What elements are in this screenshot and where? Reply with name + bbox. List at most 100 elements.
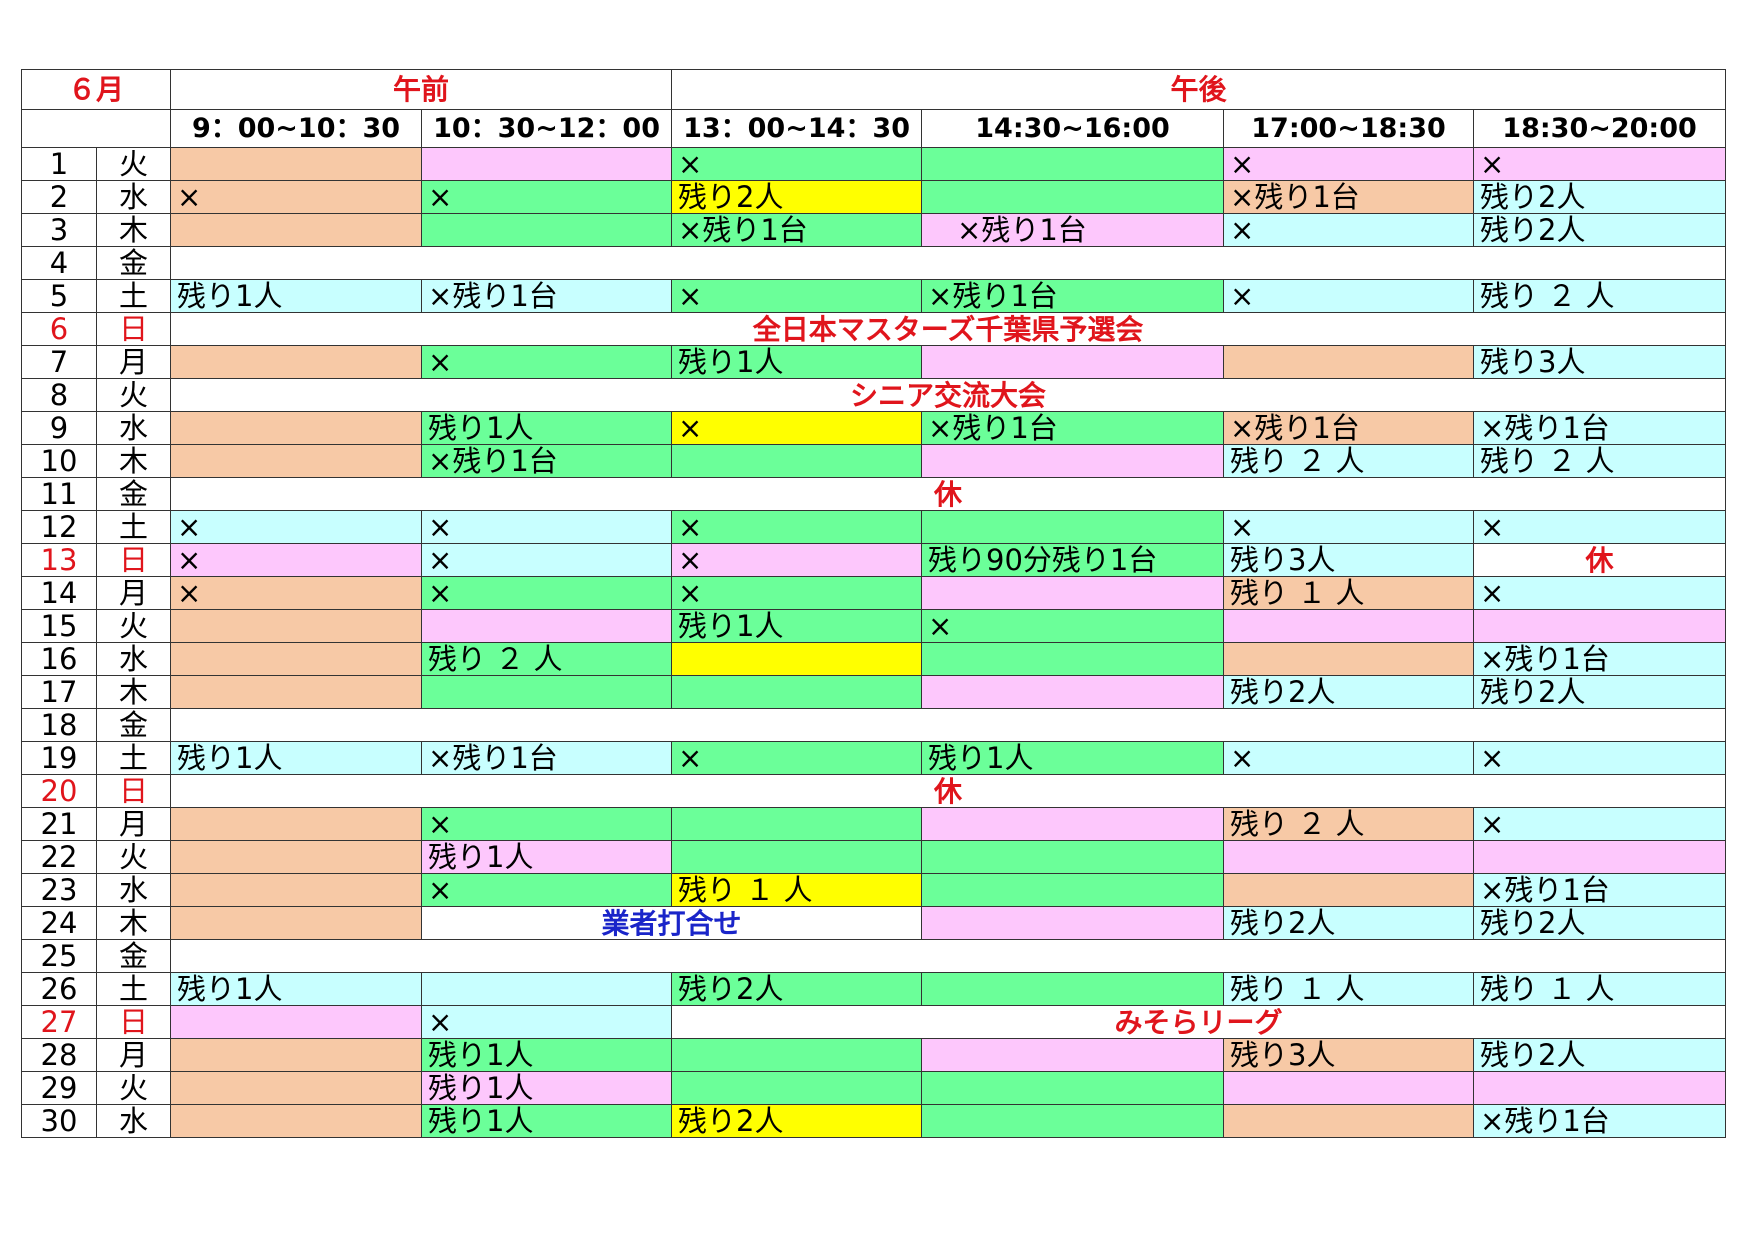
slot-cell: 残り3人 [1473, 345, 1727, 379]
slot-cell: × [170, 576, 423, 610]
slot-cell: × [421, 510, 673, 544]
day-of-week: 金 [95, 708, 172, 742]
slot-cell: 残り2人 [1473, 906, 1727, 940]
slot-cell: × [1473, 741, 1727, 775]
slot-cell [170, 1038, 423, 1072]
day-number: 6 [21, 312, 97, 346]
schedule-row: 6 日全日本マスターズ千葉県予選会 [21, 312, 1727, 346]
slot-cell: ×残り1台 [421, 741, 673, 775]
slot-cell: × [1223, 147, 1475, 181]
slot-cell: ×残り1台 [921, 213, 1225, 247]
slot-cell: 残り1人 [421, 1104, 673, 1138]
event-cell [170, 246, 1727, 280]
slot-cell: ×残り1台 [921, 279, 1225, 313]
slot-cell [1473, 1071, 1727, 1105]
slot-cell: 残り90分残り1台 [921, 543, 1225, 577]
slot-cell: ×残り1台 [671, 213, 923, 247]
slot-cell: × [421, 576, 673, 610]
slot-cell: 残り2人 [1473, 1038, 1727, 1072]
slot-cell [921, 807, 1225, 841]
event-cell: 業者打合せ [421, 906, 923, 940]
day-of-week: 火 [95, 378, 172, 412]
slot-cell: × [170, 180, 423, 214]
slot-cell [170, 147, 423, 181]
day-number: 30 [21, 1104, 97, 1138]
day-number: 14 [21, 576, 97, 610]
day-of-week: 木 [95, 444, 172, 478]
day-of-week: 水 [95, 642, 172, 676]
slot-cell: ×残り1台 [1473, 873, 1727, 907]
slot-cell [671, 675, 923, 709]
day-number: 26 [21, 972, 97, 1006]
schedule-row: 3 木 ×残り1台 ×残り1台 × 残り2人 [21, 213, 1727, 247]
schedule-row: 8 火シニア交流大会 [21, 378, 1727, 412]
header-row-periods: ６月 午前 午後 [20, 69, 1727, 110]
slot-cell: 残り1人 [170, 741, 423, 775]
schedule-row: 19 土残り1人 ×残り1台 × 残り1人 × × [21, 741, 1727, 775]
time-slot-header: 10：30~12：00 [421, 109, 673, 148]
day-of-week: 日 [95, 543, 172, 577]
slot-cell: 残り2人 [671, 180, 923, 214]
slot-cell: × [1473, 576, 1727, 610]
day-number: 25 [21, 939, 97, 973]
slot-cell [170, 411, 423, 445]
schedule-row: 23 水 × 残り １ 人 ×残り1台 [21, 873, 1727, 907]
slot-cell: 残り2人 [671, 1104, 923, 1138]
slot-cell: 残り ２ 人 [421, 642, 673, 676]
slot-cell: × [1223, 510, 1475, 544]
day-number: 11 [21, 477, 97, 511]
day-number: 17 [21, 675, 97, 709]
day-of-week: 火 [95, 147, 172, 181]
slot-cell: × [921, 609, 1225, 643]
slot-cell: 残り2人 [671, 972, 923, 1006]
day-number: 4 [21, 246, 97, 280]
slot-cell: 残り1人 [421, 1038, 673, 1072]
time-slot-header: 17:00~18:30 [1223, 109, 1475, 148]
slot-cell: 残り ２ 人 [1473, 279, 1727, 313]
schedule-row: 15 火 残り1人 × [21, 609, 1727, 643]
schedule-row: 18 金 [21, 708, 1727, 742]
slot-cell [421, 213, 673, 247]
event-cell: 休 [170, 477, 1727, 511]
slot-cell: × [421, 807, 673, 841]
slot-cell [921, 675, 1225, 709]
slot-cell [671, 642, 923, 676]
slot-cell [671, 807, 923, 841]
slot-cell [921, 1038, 1225, 1072]
slot-cell: × [671, 411, 923, 445]
day-of-week: 土 [95, 279, 172, 313]
slot-cell: 残り1人 [421, 840, 673, 874]
slot-cell [1223, 1071, 1475, 1105]
event-cell [170, 708, 1727, 742]
day-of-week: 日 [95, 312, 172, 346]
day-number: 21 [21, 807, 97, 841]
time-slot-header: 18:30~20:00 [1473, 109, 1727, 148]
slot-cell [421, 675, 673, 709]
slot-cell [170, 906, 423, 940]
day-number: 5 [21, 279, 97, 313]
slot-cell: ×残り1台 [921, 411, 1225, 445]
event-cell: 休 [1473, 543, 1727, 577]
day-number: 24 [21, 906, 97, 940]
day-of-week: 木 [95, 213, 172, 247]
day-number: 29 [21, 1071, 97, 1105]
day-of-week: 金 [95, 246, 172, 280]
schedule-body: ６月 午前 午後 9：00~10：30 10：30~12：00 13：00~14… [20, 69, 1727, 1138]
slot-cell: × [1473, 510, 1727, 544]
day-number: 20 [21, 774, 97, 808]
slot-cell: × [671, 543, 923, 577]
slot-cell: 残り １ 人 [671, 873, 923, 907]
slot-cell [671, 444, 923, 478]
slot-cell: × [671, 741, 923, 775]
schedule-row: 16 水 残り ２ 人 ×残り1台 [21, 642, 1727, 676]
day-number: 9 [21, 411, 97, 445]
schedule-row: 22 火 残り1人 [21, 840, 1727, 874]
slot-cell [170, 873, 423, 907]
slot-cell: 残り2人 [1473, 213, 1727, 247]
day-number: 19 [21, 741, 97, 775]
event-cell: 全日本マスターズ千葉県予選会 [170, 312, 1727, 346]
slot-cell [170, 345, 423, 379]
day-of-week: 月 [95, 1038, 172, 1072]
slot-cell: × [671, 510, 923, 544]
schedule-row: 20 日休 [21, 774, 1727, 808]
